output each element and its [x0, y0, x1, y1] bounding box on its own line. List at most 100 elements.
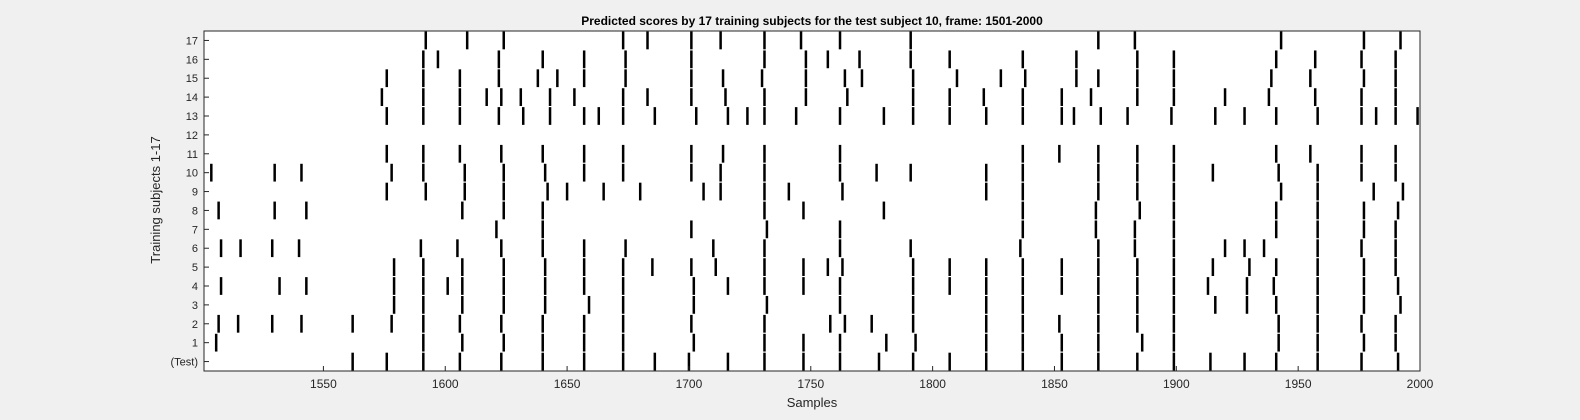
- event-mark: [210, 163, 213, 182]
- event-mark: [1360, 50, 1363, 69]
- event-mark: [1316, 258, 1319, 276]
- event-mark: [502, 201, 505, 220]
- event-mark: [1362, 296, 1366, 314]
- event-mark: [984, 163, 988, 182]
- event-mark: [1279, 31, 1283, 50]
- event-mark: [463, 182, 466, 201]
- event-mark: [760, 69, 764, 88]
- y-tick-label: 13: [186, 111, 198, 123]
- event-mark: [1133, 31, 1137, 50]
- event-mark: [236, 314, 240, 333]
- event-mark: [1206, 277, 1210, 295]
- event-mark: [1394, 69, 1397, 88]
- event-mark: [422, 163, 425, 182]
- event-mark: [1060, 88, 1064, 106]
- plot-area: [204, 31, 1420, 371]
- event-mark: [1136, 88, 1139, 106]
- event-mark: [702, 182, 705, 201]
- event-mark: [1133, 239, 1137, 258]
- y-tick-label: 4: [192, 281, 198, 293]
- event-mark: [695, 107, 698, 125]
- event-mark: [502, 258, 505, 276]
- y-tick-label: 12: [186, 130, 198, 142]
- y-tick-label: 17: [186, 35, 198, 47]
- row-events: [385, 182, 1405, 201]
- row-events: [424, 31, 1402, 50]
- event-mark: [1274, 258, 1278, 276]
- event-mark: [804, 69, 808, 88]
- event-mark: [1060, 107, 1064, 125]
- event-mark: [458, 314, 462, 333]
- event-mark: [458, 352, 462, 371]
- event-mark: [422, 258, 425, 276]
- event-mark: [1394, 107, 1397, 125]
- event-mark: [909, 31, 912, 50]
- event-mark: [653, 352, 657, 371]
- event-mark: [984, 182, 988, 201]
- event-mark: [948, 88, 951, 106]
- event-mark: [719, 182, 722, 201]
- event-mark: [1362, 31, 1366, 50]
- event-mark: [1223, 239, 1227, 258]
- event-mark: [582, 352, 586, 371]
- event-mark: [826, 258, 830, 276]
- event-mark: [763, 88, 766, 106]
- event-mark: [838, 239, 842, 258]
- event-mark: [1019, 239, 1022, 258]
- row-events: [217, 201, 1400, 220]
- event-mark: [802, 277, 805, 295]
- event-mark: [621, 314, 625, 333]
- event-mark: [1060, 258, 1064, 276]
- event-mark: [1094, 201, 1098, 220]
- event-mark: [1316, 314, 1319, 333]
- event-mark: [536, 69, 540, 88]
- event-mark: [1126, 107, 1129, 125]
- event-mark: [582, 144, 586, 163]
- event-mark: [1211, 163, 1215, 182]
- event-mark: [422, 352, 425, 371]
- event-mark: [217, 201, 220, 220]
- event-mark: [1021, 277, 1025, 295]
- event-mark: [763, 239, 766, 258]
- event-mark: [1243, 239, 1246, 258]
- event-mark: [270, 239, 274, 258]
- event-mark: [1172, 220, 1176, 239]
- event-mark: [1362, 220, 1366, 239]
- event-mark: [765, 296, 769, 314]
- event-mark: [582, 69, 586, 88]
- event-mark: [690, 88, 693, 106]
- event-mark: [1399, 31, 1402, 50]
- event-mark: [1316, 296, 1319, 314]
- event-mark: [1360, 144, 1363, 163]
- event-mark: [502, 333, 505, 352]
- event-mark: [1021, 220, 1025, 239]
- event-mark: [1023, 69, 1027, 88]
- event-mark: [692, 296, 696, 314]
- y-tick-label: 9: [192, 187, 198, 199]
- x-tick-label: 1950: [1285, 377, 1312, 391]
- event-mark: [1136, 296, 1139, 314]
- event-mark: [1170, 107, 1173, 125]
- event-mark: [948, 107, 951, 125]
- event-mark: [278, 277, 281, 295]
- event-mark: [1277, 163, 1280, 182]
- x-tick-label: 1600: [432, 377, 459, 391]
- event-mark: [1136, 50, 1139, 69]
- event-mark: [838, 163, 842, 182]
- event-mark: [1172, 69, 1176, 88]
- event-mark: [875, 163, 878, 182]
- event-mark: [1360, 352, 1363, 371]
- event-mark: [1136, 163, 1139, 182]
- row-events: [385, 144, 1397, 163]
- event-mark: [461, 296, 464, 314]
- event-mark: [497, 50, 501, 69]
- event-mark: [1136, 352, 1139, 371]
- event-mark: [582, 239, 586, 258]
- event-mark: [1313, 88, 1317, 106]
- event-mark: [646, 88, 649, 106]
- event-mark: [1316, 333, 1319, 352]
- event-mark: [763, 352, 766, 371]
- event-mark: [1097, 352, 1100, 371]
- event-mark: [1140, 333, 1144, 352]
- event-mark: [1316, 201, 1319, 220]
